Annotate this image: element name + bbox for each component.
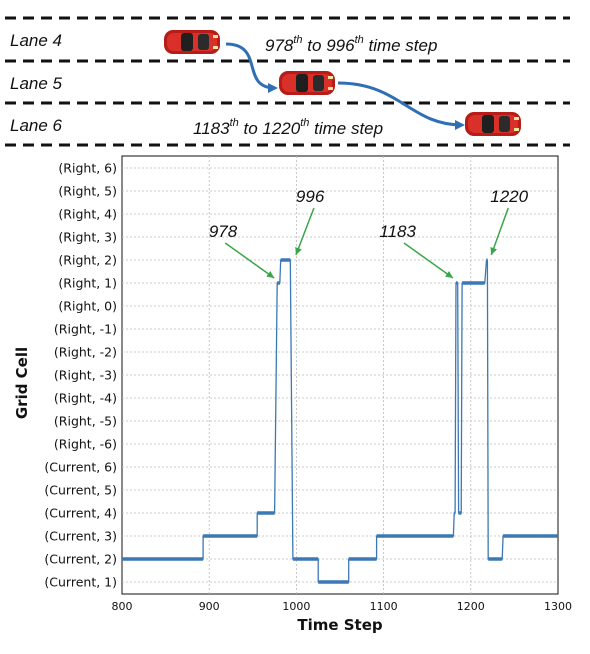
- x-tick-label: 1300: [544, 600, 572, 613]
- annotation-arrowhead: [445, 270, 453, 278]
- y-tick-label: (Right, 1): [58, 276, 117, 291]
- x-tick-label: 800: [112, 600, 133, 613]
- y-tick-labels: (Current, 1) (Current, 2) (Current, 3) (Cur…: [44, 161, 117, 590]
- annotation-arrowhead: [266, 270, 275, 278]
- y-tick-label: (Current, 1): [44, 575, 117, 590]
- x-tick-label: 900: [199, 600, 220, 613]
- x-tick-label: 1200: [457, 600, 485, 613]
- lane-label-4: Lane 4: [10, 31, 62, 50]
- y-tick-label: (Current, 2): [44, 552, 117, 567]
- lane-dividers: [5, 16, 570, 147]
- x-axis-title: Time Step: [297, 616, 383, 634]
- x-tick-labels: 800 900 1000 1100 1200 1300: [112, 600, 573, 613]
- point-annotation-label: 1220: [490, 187, 528, 206]
- point-annotation-label: 978: [209, 222, 238, 241]
- lane-change-arrow-1: [225, 42, 278, 93]
- series-layer: [122, 258, 558, 584]
- y-tick-label: (Current, 3): [44, 529, 117, 544]
- y-tick-label: (Current, 4): [44, 506, 117, 521]
- point-annotation-label: 1183: [379, 222, 416, 241]
- lane-change-arrow-2: [337, 81, 465, 130]
- lane-label-6: Lane 6: [10, 116, 63, 135]
- y-tick-label: (Right, 3): [58, 230, 117, 245]
- annotation-arrow: [490, 207, 509, 256]
- series-line: [122, 259, 558, 583]
- point-annotation-label: 996: [296, 187, 325, 206]
- y-tick-label: (Right, -5): [54, 414, 117, 429]
- lane-label-5: Lane 5: [10, 74, 63, 93]
- y-tick-label: (Right, -4): [54, 391, 117, 406]
- annotation-arrow: [295, 207, 315, 256]
- lane-change-scene: Lane 4 Lane 5 Lane 6 978th to 996th time…: [5, 16, 570, 147]
- lane-change-note-1: 978th to 996th time step: [265, 34, 437, 55]
- y-tick-label: (Current, 5): [44, 483, 117, 498]
- y-tick-label: (Right, -1): [54, 322, 117, 337]
- y-tick-label: (Right, -2): [54, 345, 117, 360]
- y-tick-label: (Right, 0): [58, 299, 117, 314]
- y-tick-label: (Right, -3): [54, 368, 117, 383]
- y-tick-label: (Right, 2): [58, 253, 117, 268]
- x-tick-label: 1100: [370, 600, 398, 613]
- y-axis-title: Grid Cell: [13, 347, 31, 419]
- y-tick-label: (Right, 6): [58, 161, 117, 176]
- x-tick-label: 1000: [282, 600, 310, 613]
- annotation-arrowhead: [490, 247, 497, 255]
- annotation-arrowhead: [295, 247, 302, 255]
- y-tick-label: (Current, 6): [44, 460, 117, 475]
- annotation-arrow: [224, 242, 275, 279]
- y-tick-label: (Right, 4): [58, 207, 117, 222]
- annotations-layer: 978 996 1183 1220: [209, 187, 529, 279]
- y-tick-label: (Right, -6): [54, 437, 117, 452]
- annotation-arrow: [403, 242, 454, 279]
- lane-change-note-2: 1183th to 1220th time step: [193, 117, 383, 138]
- y-tick-label: (Right, 5): [58, 184, 117, 199]
